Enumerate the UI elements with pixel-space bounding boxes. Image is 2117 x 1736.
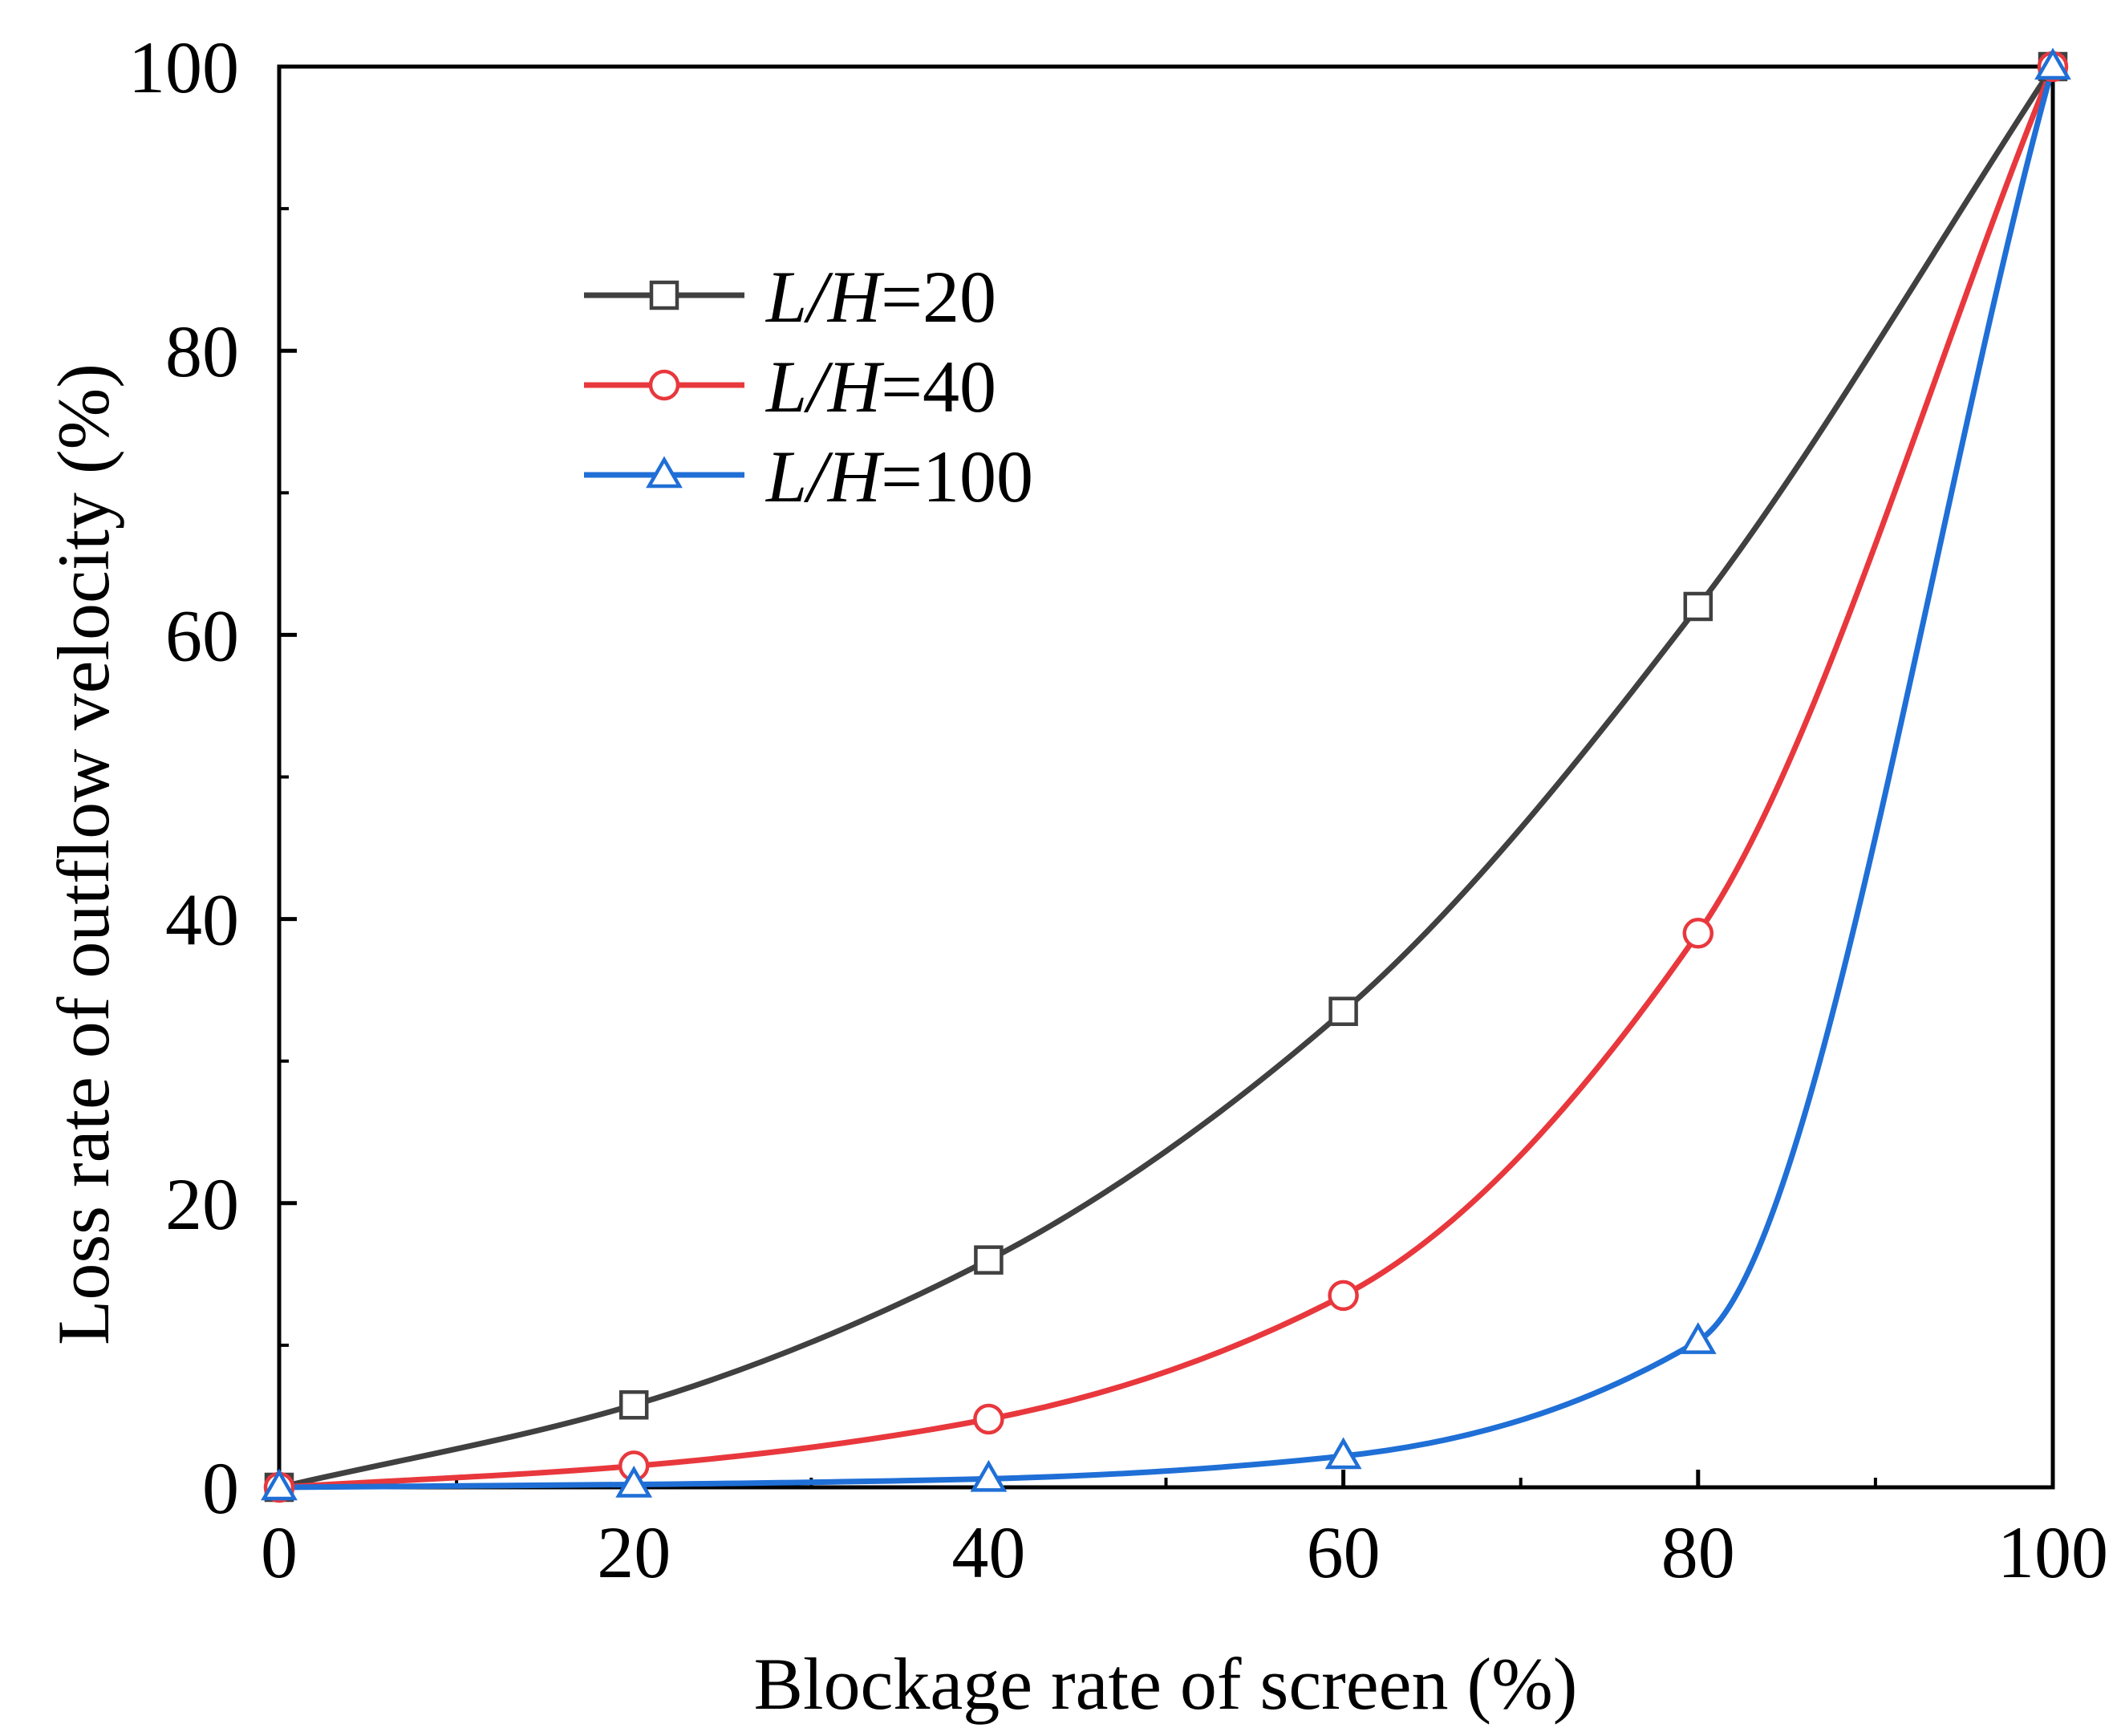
data-point-series-3 [970, 1459, 1008, 1492]
data-point-series-1 [974, 1245, 1004, 1275]
ticks: 0 20 40 60 80 100 0 20 40 60 80 100 [128, 26, 2108, 1593]
x-tick-label: 20 [597, 1511, 671, 1593]
legend-label-italic: L/H [764, 346, 885, 428]
data-point-series-2 [973, 1403, 1004, 1435]
y-tick-label: 40 [165, 879, 239, 961]
data-point-series-3 [2034, 47, 2071, 80]
legend-label-italic: L/H [764, 436, 885, 517]
series-line-1 [278, 65, 2055, 1491]
legend-label-2: L/H=40 [764, 346, 996, 428]
data-point-series-3 [615, 1465, 653, 1498]
data-point-series-3 [1324, 1437, 1362, 1470]
x-tick-label: 0 [261, 1511, 298, 1593]
legend-label-1: L/H=20 [764, 256, 996, 338]
series-line-2 [278, 65, 2056, 1491]
legend-marker-3 [646, 456, 683, 489]
series-layer [278, 65, 2056, 1491]
data-point-series-1 [1328, 996, 1358, 1026]
legend-label-italic: L/H [764, 256, 885, 338]
x-tick-label: 100 [1997, 1511, 2108, 1593]
data-point-series-3 [261, 1468, 298, 1501]
x-tick-label: 60 [1307, 1511, 1381, 1593]
y-axis-title: Loss rate of outflow velocity (%) [43, 363, 124, 1345]
x-axis-title: Blockage rate of screen (%) [754, 1643, 1578, 1725]
data-point-series-1 [618, 1390, 649, 1420]
legend-marker-2 [648, 369, 680, 401]
x-tick-label: 80 [1661, 1511, 1735, 1593]
y-tick-label: 80 [165, 310, 239, 392]
series-line-3 [278, 66, 2056, 1491]
markers-layer [261, 47, 2071, 1503]
data-point-series-2 [1682, 918, 1714, 949]
y-tick-label: 100 [128, 26, 239, 108]
legend-label-3: L/H=100 [764, 436, 1033, 517]
data-point-series-3 [1679, 1322, 1717, 1354]
y-tick-label: 60 [165, 594, 239, 676]
y-tick-label: 20 [165, 1163, 239, 1245]
legend-label-value: =40 [881, 346, 996, 428]
data-point-series-2 [1328, 1280, 1359, 1312]
legend-marker-1 [649, 280, 679, 310]
data-point-series-1 [1683, 591, 1713, 622]
plot-frame [277, 64, 2055, 1490]
legend-label-value: =100 [881, 436, 1033, 517]
legend-label-value: =20 [881, 256, 996, 338]
y-tick-label: 0 [202, 1447, 239, 1529]
legend: L/H=20L/H=40L/H=100 [584, 256, 1033, 517]
x-tick-label: 40 [951, 1511, 1025, 1593]
